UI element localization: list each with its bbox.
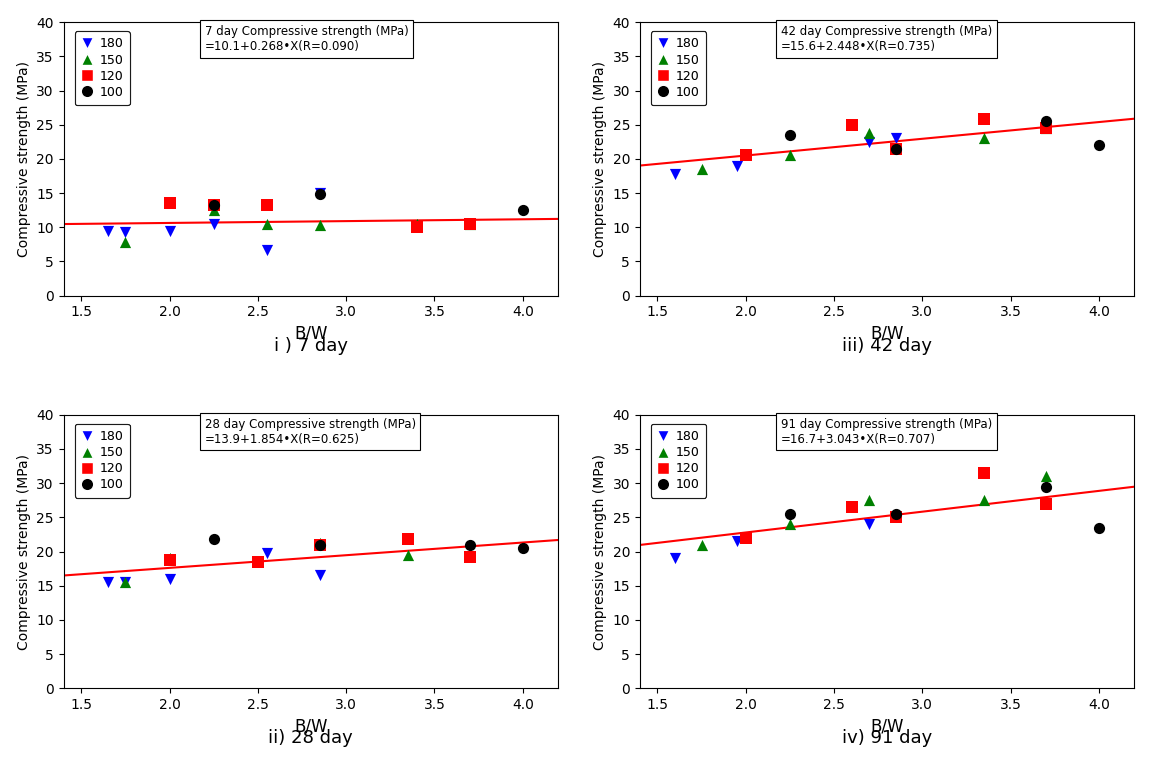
X-axis label: B/W: B/W bbox=[295, 717, 328, 736]
Point bbox=[886, 511, 905, 523]
Point bbox=[1037, 122, 1055, 134]
Point bbox=[886, 143, 905, 155]
Point bbox=[116, 576, 135, 588]
Text: 7 day Compressive strength (MPa)
=10.1+0.268•X(R=0.090): 7 day Compressive strength (MPa) =10.1+0… bbox=[205, 25, 409, 53]
Point bbox=[737, 150, 755, 162]
Point bbox=[258, 217, 276, 230]
Legend: 180, 150, 120, 100: 180, 150, 120, 100 bbox=[651, 423, 706, 497]
Text: iii) 42 day: iii) 42 day bbox=[843, 336, 932, 355]
Point bbox=[886, 508, 905, 520]
Point bbox=[311, 539, 329, 551]
Point bbox=[1090, 139, 1108, 151]
Point bbox=[975, 113, 993, 125]
Point bbox=[460, 551, 479, 563]
Point bbox=[843, 501, 861, 513]
Legend: 180, 150, 120, 100: 180, 150, 120, 100 bbox=[75, 423, 130, 497]
Point bbox=[311, 219, 329, 231]
Point bbox=[975, 132, 993, 144]
Point bbox=[460, 549, 479, 561]
Point bbox=[860, 518, 878, 530]
Point bbox=[886, 132, 905, 144]
Y-axis label: Compressive strength (MPa): Compressive strength (MPa) bbox=[593, 61, 607, 257]
Point bbox=[1037, 115, 1055, 127]
Point bbox=[1037, 497, 1055, 510]
Point bbox=[311, 187, 329, 199]
Point bbox=[311, 568, 329, 581]
Y-axis label: Compressive strength (MPa): Compressive strength (MPa) bbox=[16, 61, 31, 257]
Point bbox=[1037, 481, 1055, 493]
Point bbox=[860, 494, 878, 507]
Point bbox=[693, 539, 711, 551]
Point bbox=[666, 168, 685, 180]
Text: ii) 28 day: ii) 28 day bbox=[268, 729, 353, 747]
Text: 42 day Compressive strength (MPa)
=15.6+2.448•X(R=0.735): 42 day Compressive strength (MPa) =15.6+… bbox=[780, 25, 992, 53]
Point bbox=[843, 118, 861, 130]
Point bbox=[1037, 122, 1055, 134]
Point bbox=[460, 539, 479, 551]
Point bbox=[249, 555, 267, 568]
Point bbox=[99, 224, 117, 237]
Point bbox=[205, 204, 223, 216]
Point bbox=[311, 188, 329, 201]
Point bbox=[975, 494, 993, 507]
Point bbox=[160, 224, 178, 237]
Point bbox=[398, 533, 417, 546]
Point bbox=[780, 508, 799, 520]
Point bbox=[407, 217, 426, 230]
Point bbox=[99, 576, 117, 588]
Y-axis label: Compressive strength (MPa): Compressive strength (MPa) bbox=[593, 453, 607, 649]
Point bbox=[160, 552, 178, 565]
Point bbox=[116, 575, 135, 588]
Point bbox=[311, 536, 329, 549]
Point bbox=[513, 204, 532, 216]
Point bbox=[727, 535, 746, 547]
Point bbox=[311, 539, 329, 551]
Point bbox=[460, 217, 479, 230]
Point bbox=[205, 533, 223, 546]
Point bbox=[258, 243, 276, 256]
Text: 91 day Compressive strength (MPa)
=16.7+3.043•X(R=0.707): 91 day Compressive strength (MPa) =16.7+… bbox=[780, 417, 992, 446]
Point bbox=[205, 199, 223, 211]
Point bbox=[258, 547, 276, 559]
Text: iv) 91 day: iv) 91 day bbox=[841, 729, 932, 747]
Point bbox=[886, 143, 905, 155]
Point bbox=[160, 554, 178, 566]
Text: i ) 7 day: i ) 7 day bbox=[274, 336, 348, 355]
Point bbox=[205, 217, 223, 230]
Point bbox=[860, 127, 878, 139]
X-axis label: B/W: B/W bbox=[870, 325, 904, 343]
Text: 28 day Compressive strength (MPa)
=13.9+1.854•X(R=0.625): 28 day Compressive strength (MPa) =13.9+… bbox=[205, 417, 416, 446]
Point bbox=[737, 532, 755, 544]
X-axis label: B/W: B/W bbox=[295, 325, 328, 343]
Point bbox=[860, 136, 878, 148]
Point bbox=[116, 226, 135, 238]
Point bbox=[407, 221, 426, 233]
Point bbox=[1090, 521, 1108, 533]
Point bbox=[116, 237, 135, 249]
Legend: 180, 150, 120, 100: 180, 150, 120, 100 bbox=[75, 31, 130, 105]
Point bbox=[513, 542, 532, 554]
Point bbox=[160, 198, 178, 210]
Y-axis label: Compressive strength (MPa): Compressive strength (MPa) bbox=[16, 453, 31, 649]
X-axis label: B/W: B/W bbox=[870, 717, 904, 736]
Point bbox=[258, 198, 276, 211]
Point bbox=[666, 552, 685, 565]
Point bbox=[1037, 470, 1055, 482]
Point bbox=[693, 163, 711, 175]
Point bbox=[727, 159, 746, 172]
Point bbox=[780, 129, 799, 141]
Point bbox=[886, 511, 905, 523]
Point bbox=[398, 549, 417, 561]
Point bbox=[460, 217, 479, 230]
Point bbox=[160, 573, 178, 585]
Legend: 180, 150, 120, 100: 180, 150, 120, 100 bbox=[651, 31, 706, 105]
Point bbox=[780, 518, 799, 530]
Point bbox=[780, 150, 799, 162]
Point bbox=[460, 217, 479, 230]
Point bbox=[975, 467, 993, 479]
Point bbox=[205, 198, 223, 211]
